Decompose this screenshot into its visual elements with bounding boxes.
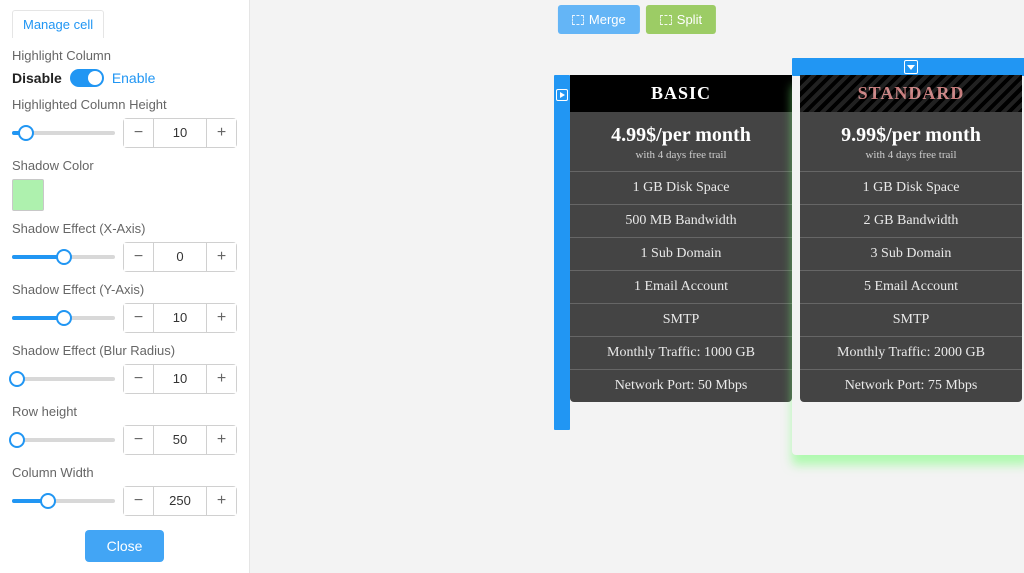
shadow_y-value: 10: [154, 304, 206, 332]
shadow_y-increment[interactable]: +: [206, 304, 236, 332]
split-button[interactable]: Split: [646, 5, 716, 34]
col_w-label: Column Width: [12, 465, 237, 480]
price-block: 9.99$/per month with 4 days free trail: [800, 112, 1022, 172]
feature-cell[interactable]: 1 Email Account: [570, 271, 792, 304]
row_h-increment[interactable]: +: [206, 426, 236, 454]
sidebar: Manage cell Highlight Column Disable Ena…: [0, 0, 250, 573]
pricing-column[interactable]: BASIC 4.99$/per month with 4 days free tra…: [570, 75, 792, 402]
merge-label: Merge: [589, 12, 626, 27]
col_w-row: −250+: [12, 486, 237, 516]
tab-bar: Manage cell: [12, 10, 237, 38]
shadow-color-swatch[interactable]: [12, 179, 44, 211]
feature-cell[interactable]: 1 Sub Domain: [570, 238, 792, 271]
shadow_y-decrement[interactable]: −: [124, 304, 154, 332]
height-value: 10: [154, 119, 206, 147]
split-icon: [660, 15, 672, 25]
height-increment[interactable]: +: [206, 119, 236, 147]
canvas: Merge Split BASIC 4.99$/per month with 4 d…: [250, 0, 1024, 573]
chevron-right-icon: [556, 89, 568, 101]
shadow_blur-value: 10: [154, 365, 206, 393]
feature-cell[interactable]: 2 GB Bandwidth: [800, 205, 1022, 238]
shadow_color-label: Shadow Color: [12, 158, 237, 173]
feature-cell[interactable]: Monthly Traffic: 2000 GB: [800, 337, 1022, 370]
row_h-row: −50+: [12, 425, 237, 455]
col_w-value: 250: [154, 487, 206, 515]
shadow_x-increment[interactable]: +: [206, 243, 236, 271]
feature-cell[interactable]: 5 Email Account: [800, 271, 1022, 304]
shadow_y-label: Shadow Effect (Y-Axis): [12, 282, 237, 297]
shadow_blur-decrement[interactable]: −: [124, 365, 154, 393]
col_w-slider[interactable]: [12, 499, 115, 503]
shadow_blur-increment[interactable]: +: [206, 365, 236, 393]
shadow_x-value: 0: [154, 243, 206, 271]
toggle-label-enable: Enable: [112, 70, 156, 86]
feature-cell[interactable]: 3 Sub Domain: [800, 238, 1022, 271]
shadow_y-stepper: −10+: [123, 303, 237, 333]
close-button[interactable]: Close: [85, 530, 165, 562]
column-title: STANDARD: [800, 75, 1022, 112]
feature-cell[interactable]: SMTP: [800, 304, 1022, 337]
price-subtitle: with 4 days free trail: [570, 149, 792, 161]
highlight-toggle[interactable]: [70, 69, 104, 87]
shadow_y-slider[interactable]: [12, 316, 115, 320]
shadow_blur-label: Shadow Effect (Blur Radius): [12, 343, 237, 358]
merge-button[interactable]: Merge: [558, 5, 640, 34]
canvas-toolbar: Merge Split: [558, 5, 716, 34]
feature-cell[interactable]: 1 GB Disk Space: [570, 172, 792, 205]
feature-cell[interactable]: Monthly Traffic: 1000 GB: [570, 337, 792, 370]
feature-cell[interactable]: SMTP: [570, 304, 792, 337]
shadow_y-row: −10+: [12, 303, 237, 333]
column-selector-top[interactable]: [792, 58, 1024, 76]
price: 9.99$/per month: [800, 124, 1022, 147]
row_h-slider[interactable]: [12, 438, 115, 442]
shadow_blur-stepper: −10+: [123, 364, 237, 394]
merge-icon: [572, 15, 584, 25]
shadow_x-label: Shadow Effect (X-Axis): [12, 221, 237, 236]
col_w-increment[interactable]: +: [206, 487, 236, 515]
height-label: Highlighted Column Height: [12, 97, 237, 112]
row_h-stepper: −50+: [123, 425, 237, 455]
height-stepper: −10+: [123, 118, 237, 148]
row-selector-left[interactable]: [554, 75, 570, 430]
chevron-down-icon: [904, 60, 918, 74]
feature-cell[interactable]: 1 GB Disk Space: [800, 172, 1022, 205]
pricing-column[interactable]: STANDARD 9.99$/per month with 4 days free …: [800, 75, 1022, 402]
price: 4.99$/per month: [570, 124, 792, 147]
shadow_x-row: −0+: [12, 242, 237, 272]
feature-cell[interactable]: 500 MB Bandwidth: [570, 205, 792, 238]
col_w-stepper: −250+: [123, 486, 237, 516]
section-label: Highlight Column: [12, 48, 237, 63]
column-title: BASIC: [570, 75, 792, 112]
pricing-table: BASIC 4.99$/per month with 4 days free tra…: [570, 75, 1024, 402]
shadow_blur-row: −10+: [12, 364, 237, 394]
height-slider[interactable]: [12, 131, 115, 135]
shadow_x-stepper: −0+: [123, 242, 237, 272]
shadow_x-slider[interactable]: [12, 255, 115, 259]
height-row: −10+: [12, 118, 237, 148]
height-decrement[interactable]: −: [124, 119, 154, 147]
col_w-decrement[interactable]: −: [124, 487, 154, 515]
shadow_blur-slider[interactable]: [12, 377, 115, 381]
split-label: Split: [677, 12, 702, 27]
row_h-decrement[interactable]: −: [124, 426, 154, 454]
shadow_x-decrement[interactable]: −: [124, 243, 154, 271]
toggle-label-disable: Disable: [12, 70, 62, 86]
feature-cell[interactable]: Network Port: 75 Mbps: [800, 370, 1022, 402]
tab-manage-cell[interactable]: Manage cell: [12, 10, 104, 38]
row_h-value: 50: [154, 426, 206, 454]
price-subtitle: with 4 days free trail: [800, 149, 1022, 161]
row_h-label: Row height: [12, 404, 237, 419]
price-block: 4.99$/per month with 4 days free trail: [570, 112, 792, 172]
feature-cell[interactable]: Network Port: 50 Mbps: [570, 370, 792, 402]
